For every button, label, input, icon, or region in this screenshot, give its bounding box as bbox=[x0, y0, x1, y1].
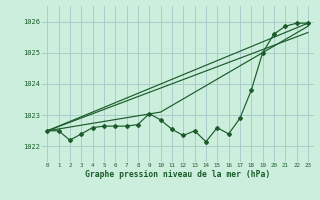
X-axis label: Graphe pression niveau de la mer (hPa): Graphe pression niveau de la mer (hPa) bbox=[85, 170, 270, 179]
